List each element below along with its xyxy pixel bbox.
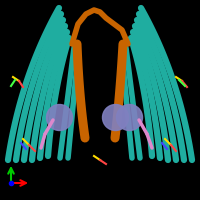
Point xyxy=(127,115,131,119)
Point xyxy=(57,115,61,119)
Point xyxy=(113,115,117,119)
